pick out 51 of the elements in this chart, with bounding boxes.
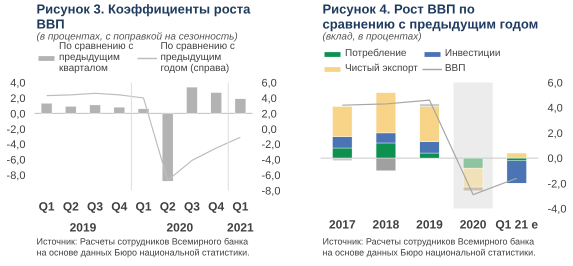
x-tick-label: 2020 (460, 218, 487, 232)
y-tick-label: -4,0 (6, 139, 26, 152)
x-tick-label: 2017 (328, 218, 356, 232)
y2-tick-label: -2,0 (548, 178, 566, 190)
y2-tick-label: -4,0 (548, 204, 566, 216)
y-tick-label: -2,0 (6, 124, 26, 136)
legend-label: По сравнению с предыдущим кварталом (59, 41, 134, 74)
text: Источник: Расчеты сотрудников Всемирного банка на основе данных Бюро национальной статистики. (322, 236, 536, 258)
x-tick-label: 2019 (416, 218, 444, 232)
chart-subtitle: (вклад, в процентах) (322, 32, 422, 42)
chart-subtitle: (в процентах, с поправкой на сезонность) (36, 32, 238, 42)
y2-tick-label: -6,0 (262, 170, 280, 182)
bar (506, 152, 527, 158)
x-tick-label: Q4 (111, 200, 128, 214)
legend-label: По сравнению с предыдущим годом (справа) (160, 41, 235, 74)
line-series (342, 100, 518, 196)
y2-tick-label: 0,0 (548, 153, 563, 166)
legend-label: Потребление (345, 48, 406, 59)
legend-label: Чистый экспорт (345, 63, 418, 74)
x-tick-label: Q1 (232, 200, 249, 214)
bar (506, 160, 527, 184)
x-tick-label: 2018 (372, 218, 400, 232)
y2-tick-label: 6,0 (548, 78, 563, 90)
y-tick-label: 0,0 (10, 108, 26, 120)
x-tick-label: Q3 (184, 200, 200, 214)
x-tick-label: Q3 (87, 200, 104, 214)
x-tick-label: Q2 (160, 200, 176, 214)
y2-tick-label: -8,0 (262, 186, 280, 198)
text: 2021 (227, 220, 254, 234)
chart-title: Рисунок 3. Коэффициенты роста ВВП (36, 2, 252, 32)
x-tick-label: Q4 (208, 200, 224, 214)
x-tick-label: Q1 21 e (495, 218, 538, 232)
y-tick-label: 4,0 (10, 78, 26, 90)
y2-tick-label: -2,0 (262, 139, 280, 152)
y-tick-label: -6,0 (6, 154, 26, 167)
y-tick-label: -8,0 (6, 170, 26, 182)
y2-tick-label: 4,0 (548, 102, 563, 115)
y2-tick-label: 4,0 (262, 92, 277, 105)
x-tick-label: Q1 (38, 200, 55, 214)
y2-tick-label: 2,0 (262, 108, 277, 120)
x-tick-label: Q1 (135, 200, 152, 214)
y2-tick-label: 0,0 (262, 124, 277, 136)
legend-label: Инвестиции (444, 48, 500, 59)
y-tick-label: 2,0 (10, 92, 26, 105)
chart-title: Рисунок 4. Рост ВВП по сравнению с предыдущим годом (322, 2, 538, 32)
text: Источник: Расчеты сотрудников Всемирного банка на основе данных Бюро национальной статистики. (36, 236, 250, 258)
y2-tick-label: 6,0 (262, 78, 277, 90)
y2-tick-label: 2,0 (548, 128, 563, 140)
y2-tick-label: -4,0 (262, 154, 280, 167)
legend-label: ВВП (444, 63, 466, 74)
x-tick-label: Q2 (62, 200, 80, 214)
